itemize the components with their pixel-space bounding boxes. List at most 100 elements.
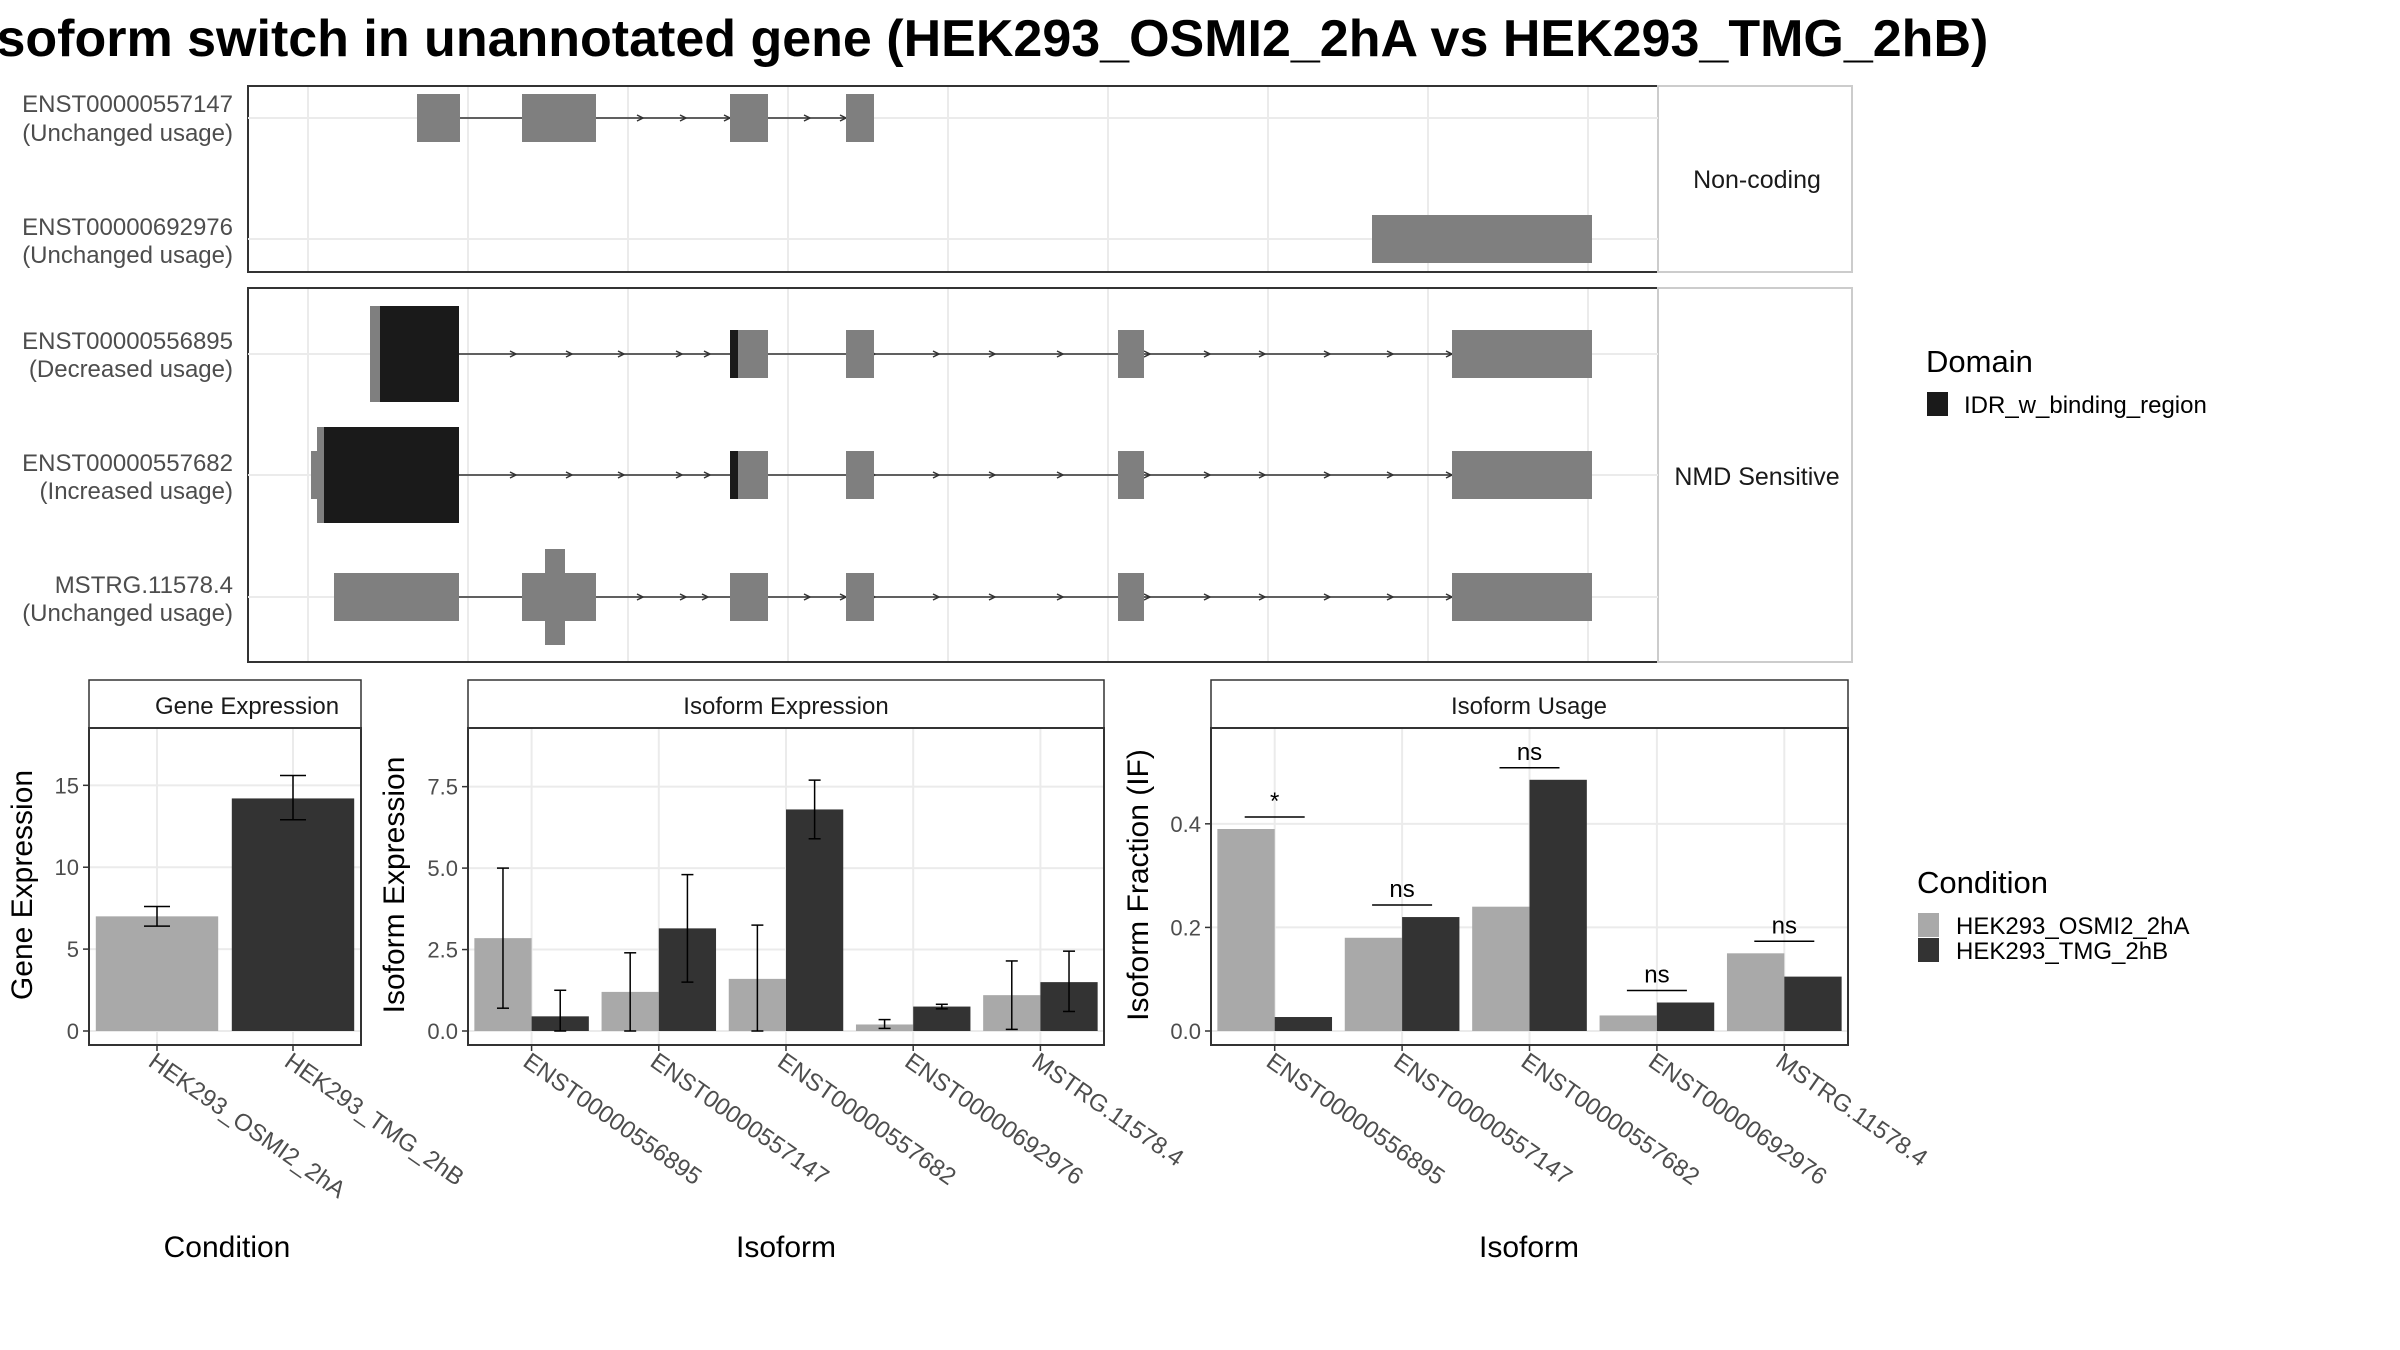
bar <box>1784 976 1842 1031</box>
intron-arrow <box>932 593 941 601</box>
intron-arrow <box>565 350 574 358</box>
bar <box>786 809 844 1031</box>
intron-arrow <box>1386 593 1395 601</box>
exon-block <box>846 330 874 378</box>
domain-legend-key <box>1927 392 1948 416</box>
exon-block <box>730 94 768 142</box>
intron-arrow <box>509 350 518 358</box>
isoform-expression-strip-title: Isoform Expression <box>683 693 888 720</box>
isoform-usage-y-axis-title: Isoform Fraction (IF) <box>1122 749 1155 1021</box>
condition-legend: Condition HEK293_OSMI2_2hA HEK293_TMG_2h… <box>1917 865 2189 965</box>
bar-chart-panels: 051015HEK293_OSMI2_2hAHEK293_TMG_2hB0.02… <box>55 679 1932 1204</box>
exon-block <box>1452 451 1592 499</box>
exon-block <box>730 451 738 499</box>
strip-label-non-coding: Non-coding <box>1693 166 1821 194</box>
panel-strip <box>467 679 1105 729</box>
exon-block <box>545 549 565 645</box>
track-label-status: (Unchanged usage) <box>22 120 233 147</box>
track-label-id: ENST00000556895 <box>22 328 233 355</box>
transcript-strip-box <box>1657 85 1853 273</box>
track-label-id: MSTRG.11578.4 <box>55 572 233 599</box>
intron-arrow <box>1323 593 1332 601</box>
bar <box>1402 917 1460 1031</box>
intron-arrow <box>1203 593 1212 601</box>
intron-arrow <box>1386 350 1395 358</box>
bar <box>1529 779 1587 1031</box>
exon-block <box>334 573 459 621</box>
panel-strip <box>88 679 362 729</box>
bar <box>1472 906 1530 1031</box>
exon-block <box>846 451 874 499</box>
intron-arrow <box>1056 350 1065 358</box>
intron-arrow <box>1258 593 1267 601</box>
intron-arrow <box>1056 593 1065 601</box>
panel-border <box>467 727 1105 1046</box>
intron-arrow <box>803 114 812 122</box>
exon-block <box>1372 215 1592 263</box>
intron-arrow <box>932 350 941 358</box>
y-tick-label: 10 <box>55 855 79 880</box>
strip-label-nmd-sensitive: NMD Sensitive <box>1674 463 1839 491</box>
exon-block <box>748 451 768 499</box>
y-tick-label: 5.0 <box>427 856 458 881</box>
significance-label: * <box>1270 788 1279 815</box>
panel-border <box>88 727 362 1046</box>
domain-legend-label: IDR_w_binding_region <box>1964 392 2207 419</box>
bar <box>1344 937 1403 1031</box>
isoform-usage-strip-title: Isoform Usage <box>1451 693 1607 720</box>
condition-legend-key-a <box>1918 913 1939 937</box>
intron-arrow <box>988 471 997 479</box>
intron-arrow <box>988 350 997 358</box>
track-labels: ENST00000557147 (Unchanged usage) ENST00… <box>22 91 233 627</box>
isoform-usage-x-axis-title: Isoform <box>1479 1231 1579 1264</box>
exon-block <box>324 427 459 523</box>
exon-block <box>1118 330 1144 378</box>
gene-expression-y-axis-title: Gene Expression <box>6 770 39 1000</box>
isoform-expression-x-axis-title: Isoform <box>736 1231 836 1264</box>
track-label-id: ENST00000692976 <box>22 214 233 241</box>
intron-arrow <box>509 471 518 479</box>
gene-expression-strip-title: Gene Expression <box>155 693 339 720</box>
exon-block <box>748 330 768 378</box>
condition-legend-key-b <box>1918 938 1939 962</box>
bar <box>231 798 355 1031</box>
track-label-id: ENST00000557147 <box>22 91 233 118</box>
intron-arrow <box>1056 471 1065 479</box>
exon-block <box>1452 573 1592 621</box>
exon-block <box>846 573 874 621</box>
y-tick-label: 5 <box>67 937 79 962</box>
domain-legend-title: Domain <box>1926 344 2033 379</box>
track-label-status: (Unchanged usage) <box>22 242 233 269</box>
exon-block <box>370 306 380 402</box>
condition-legend-title: Condition <box>1917 865 2048 900</box>
intron-arrow <box>701 593 710 601</box>
exon-block <box>1118 451 1144 499</box>
intron-arrow <box>679 593 688 601</box>
exon-block <box>730 330 738 378</box>
intron-arrow <box>617 350 626 358</box>
condition-legend-label-b: HEK293_TMG_2hB <box>1956 938 2168 965</box>
track-label-status: (Unchanged usage) <box>22 600 233 627</box>
exon-block <box>738 451 748 499</box>
bar <box>1217 829 1275 1031</box>
y-tick-label: 0.0 <box>427 1019 458 1044</box>
intron-arrow <box>932 471 941 479</box>
y-tick-label: 7.5 <box>427 775 458 800</box>
intron-arrow <box>1203 471 1212 479</box>
track-label-status: (Increased usage) <box>40 478 233 505</box>
intron-arrow <box>675 471 684 479</box>
bar <box>95 916 219 1031</box>
significance-label: ns <box>1517 739 1542 766</box>
transcript-strip-box <box>1657 287 1853 663</box>
exon-block <box>846 94 874 142</box>
domain-legend: Domain IDR_w_binding_region <box>1926 344 2207 419</box>
y-tick-label: 2.5 <box>427 938 458 963</box>
exon-block <box>380 306 459 402</box>
intron-arrow <box>1258 471 1267 479</box>
exon-block <box>730 573 768 621</box>
bar <box>1726 953 1785 1031</box>
bar <box>1274 1017 1333 1031</box>
intron-arrow <box>675 350 684 358</box>
bar <box>913 1006 971 1031</box>
intron-arrow <box>988 593 997 601</box>
